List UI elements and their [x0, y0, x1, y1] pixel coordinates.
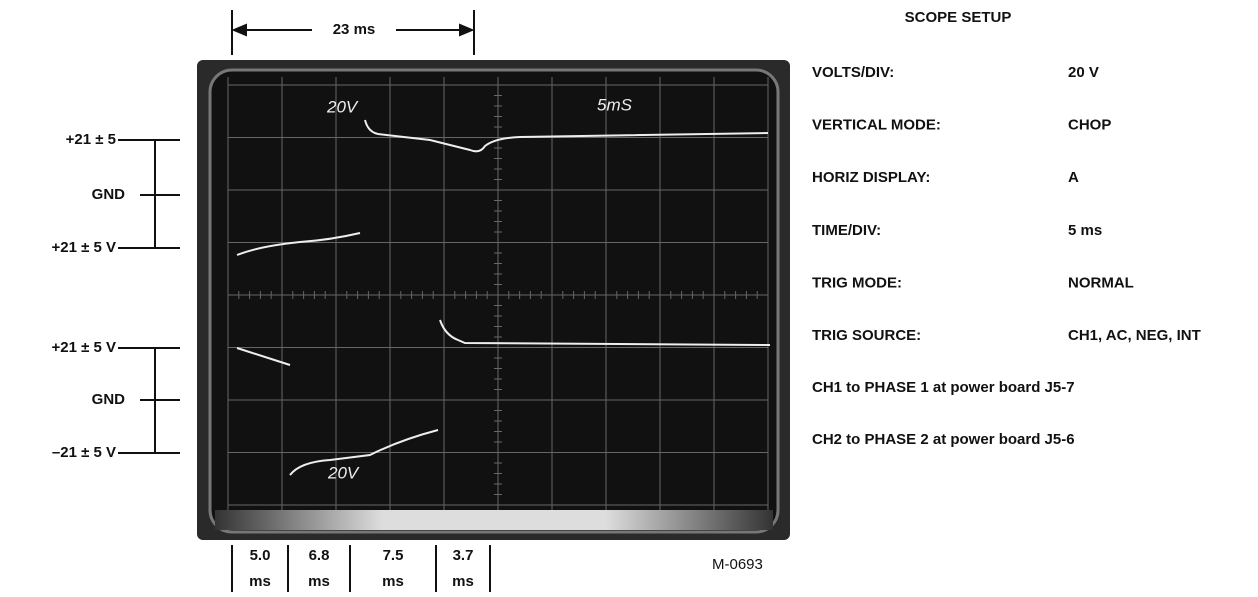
segment-value: 6.8 [309, 547, 330, 564]
segment-unit: ms [382, 573, 404, 590]
screen-label: 20V [327, 463, 360, 482]
setup-note: CH2 to PHASE 2 at power board J5-6 [812, 431, 1075, 448]
segment-dividers [231, 545, 491, 592]
segment-value: 3.7 [453, 547, 474, 564]
segment-value: 5.0 [250, 547, 271, 564]
segment-unit: ms [308, 573, 330, 590]
setup-label: VERTICAL MODE: [812, 117, 941, 134]
level-label: GND [92, 186, 126, 203]
setup-table: VOLTS/DIV: 20 V VERTICAL MODE: CHOP HORIZ DI… [812, 64, 1201, 448]
setup-note: CH1 to PHASE 1 at power board J5-7 [812, 379, 1075, 396]
setup-value: CHOP [1068, 117, 1111, 134]
graticule [227, 77, 769, 510]
level-label: –21 ± 5 V [52, 444, 116, 461]
screen-label: 20V [326, 97, 359, 116]
segment-unit: ms [249, 573, 271, 590]
glare [215, 510, 773, 530]
figure-id: M-0693 [712, 556, 763, 573]
dimension-label: 23 ms [333, 21, 376, 38]
screen-label: 5mS [597, 95, 633, 114]
setup-value: 20 V [1068, 64, 1099, 81]
level-label: +21 ± 5 [66, 131, 116, 148]
setup-label: TRIG SOURCE: [812, 327, 921, 344]
setup-label: HORIZ DISPLAY: [812, 169, 930, 186]
screen [208, 68, 780, 534]
brackets [118, 139, 180, 454]
setup-title: SCOPE SETUP [905, 9, 1012, 26]
setup-value: A [1068, 169, 1079, 186]
level-label: GND [92, 391, 126, 408]
setup-value: 5 ms [1068, 222, 1102, 239]
traces [236, 119, 771, 476]
segment-value: 7.5 [383, 547, 404, 564]
setup-value: NORMAL [1068, 274, 1134, 291]
dimension [231, 10, 475, 55]
level-label: +21 ± 5 V [51, 239, 116, 256]
segment-unit: ms [452, 573, 474, 590]
setup-label: TIME/DIV: [812, 222, 881, 239]
level-label: +21 ± 5 V [51, 339, 116, 356]
setup-value: CH1, AC, NEG, INT [1068, 327, 1201, 344]
setup-label: VOLTS/DIV: [812, 64, 894, 81]
setup-label: TRIG MODE: [812, 274, 902, 291]
